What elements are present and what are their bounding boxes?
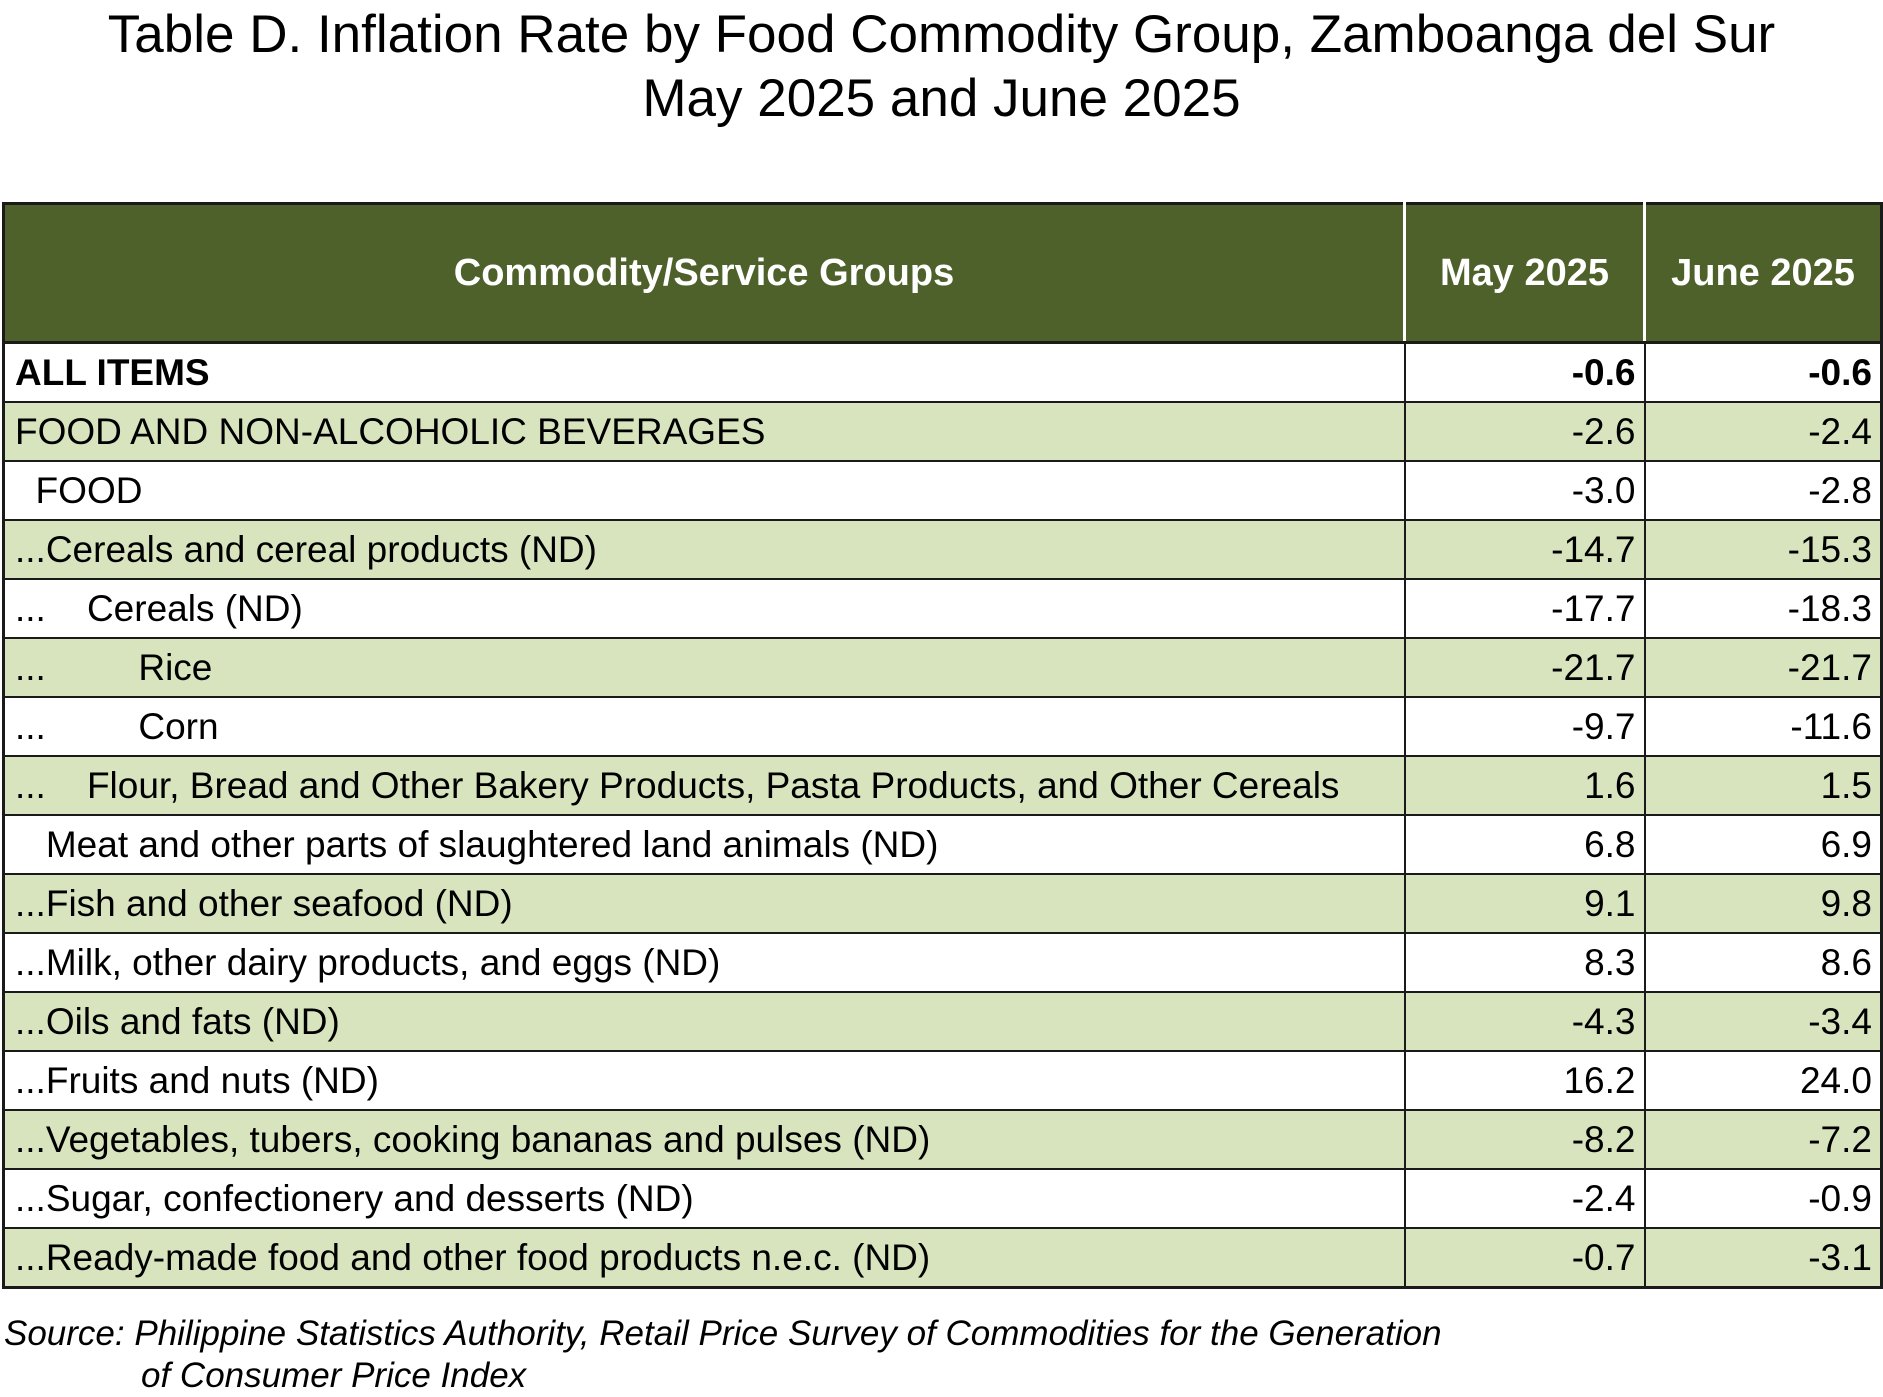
table-header-row: Commodity/Service Groups May 2025 June 2… [2, 202, 1883, 344]
row-label: ...Oils and fats (ND) [2, 991, 1406, 1052]
row-value-june-2025: 6.9 [1643, 814, 1883, 875]
table-row: ...Milk, other dairy products, and eggs … [2, 932, 1883, 993]
row-value-may-2025: 9.1 [1403, 873, 1646, 934]
row-value-june-2025: -0.9 [1643, 1168, 1883, 1229]
row-value-may-2025: -17.7 [1403, 578, 1646, 639]
row-label: ...Vegetables, tubers, cooking bananas a… [2, 1109, 1406, 1170]
header-june-2025: June 2025 [1643, 202, 1883, 344]
row-value-may-2025: 8.3 [1403, 932, 1646, 993]
row-value-june-2025: -2.8 [1643, 460, 1883, 521]
row-value-june-2025: 24.0 [1643, 1050, 1883, 1111]
table-subtitle: May 2025 and June 2025 [642, 69, 1241, 128]
table-row: FOOD AND NON-ALCOHOLIC BEVERAGES -2.6 -2.4 [2, 401, 1883, 462]
row-value-may-2025: -0.6 [1403, 341, 1646, 403]
row-label: ALL ITEMS [2, 341, 1406, 403]
table-row: ...Sugar, confectionery and desserts (ND… [2, 1168, 1883, 1229]
row-value-june-2025: 1.5 [1643, 755, 1883, 816]
row-value-june-2025: -15.3 [1643, 519, 1883, 580]
row-label: ... Flour, Bread and Other Bakery Produc… [2, 755, 1406, 816]
row-value-may-2025: -4.3 [1403, 991, 1646, 1052]
row-label: ...Cereals and cereal products (ND) [2, 519, 1406, 580]
table-row: ...Fruits and nuts (ND) 16.2 24.0 [2, 1050, 1883, 1111]
row-value-may-2025: 16.2 [1403, 1050, 1646, 1111]
row-value-may-2025: 1.6 [1403, 755, 1646, 816]
row-value-june-2025: -21.7 [1643, 637, 1883, 698]
row-value-june-2025: -3.4 [1643, 991, 1883, 1052]
row-value-june-2025: -18.3 [1643, 578, 1883, 639]
row-value-may-2025: 6.8 [1403, 814, 1646, 875]
inflation-table: Commodity/Service Groups May 2025 June 2… [2, 202, 1883, 1289]
table-row: ... Rice -21.7 -21.7 [2, 637, 1883, 698]
row-value-may-2025: -9.7 [1403, 696, 1646, 757]
row-value-may-2025: -14.7 [1403, 519, 1646, 580]
table-row: Meat and other parts of slaughtered land… [2, 814, 1883, 875]
row-label: ... Corn [2, 696, 1406, 757]
source-line-2: of Consumer Price Index [141, 1356, 527, 1395]
row-value-may-2025: -2.4 [1403, 1168, 1646, 1229]
row-label: ... Cereals (ND) [2, 578, 1406, 639]
row-label: FOOD [2, 460, 1406, 521]
row-value-june-2025: 9.8 [1643, 873, 1883, 934]
row-value-june-2025: -2.4 [1643, 401, 1883, 462]
table-body: ALL ITEMS -0.6 -0.6 FOOD AND NON-ALCOHOLIC … [2, 341, 1883, 1289]
row-value-june-2025: -0.6 [1643, 341, 1883, 403]
table-row: ... Flour, Bread and Other Bakery Produc… [2, 755, 1883, 816]
table-row: ...Cereals and cereal products (ND) -14.7… [2, 519, 1883, 580]
row-value-may-2025: -3.0 [1403, 460, 1646, 521]
row-value-june-2025: -3.1 [1643, 1227, 1883, 1289]
row-label: FOOD AND NON-ALCOHOLIC BEVERAGES [2, 401, 1406, 462]
row-value-may-2025: -2.6 [1403, 401, 1646, 462]
table-row: ... Cereals (ND) -17.7 -18.3 [2, 578, 1883, 639]
row-value-june-2025: -11.6 [1643, 696, 1883, 757]
row-value-june-2025: 8.6 [1643, 932, 1883, 993]
table-row: FOOD -3.0 -2.8 [2, 460, 1883, 521]
row-label: ...Sugar, confectionery and desserts (ND… [2, 1168, 1406, 1229]
table-row: ...Fish and other seafood (ND) 9.1 9.8 [2, 873, 1883, 934]
row-label: ...Fish and other seafood (ND) [2, 873, 1406, 934]
row-value-may-2025: -0.7 [1403, 1227, 1646, 1289]
table-row: ...Ready-made food and other food produc… [2, 1227, 1883, 1289]
table-row: ...Oils and fats (ND) -4.3 -3.4 [2, 991, 1883, 1052]
row-label: ...Fruits and nuts (ND) [2, 1050, 1406, 1111]
header-commodity: Commodity/Service Groups [2, 202, 1406, 344]
row-label: ... Rice [2, 637, 1406, 698]
table-row: ...Vegetables, tubers, cooking bananas a… [2, 1109, 1883, 1170]
header-may-2025: May 2025 [1403, 202, 1646, 344]
row-label: ...Milk, other dairy products, and eggs … [2, 932, 1406, 993]
row-label: ...Ready-made food and other food produc… [2, 1227, 1406, 1289]
source-line-1: Source: Philippine Statistics Authority,… [4, 1314, 1442, 1353]
row-value-june-2025: -7.2 [1643, 1109, 1883, 1170]
row-label: Meat and other parts of slaughtered land… [2, 814, 1406, 875]
table-row: ALL ITEMS -0.6 -0.6 [2, 341, 1883, 403]
row-value-may-2025: -21.7 [1403, 637, 1646, 698]
row-value-may-2025: -8.2 [1403, 1109, 1646, 1170]
table-row: ... Corn -9.7 -11.6 [2, 696, 1883, 757]
source-note: Source: Philippine Statistics Authority,… [4, 1313, 1442, 1397]
table-title: Table D. Inflation Rate by Food Commodit… [107, 5, 1776, 64]
